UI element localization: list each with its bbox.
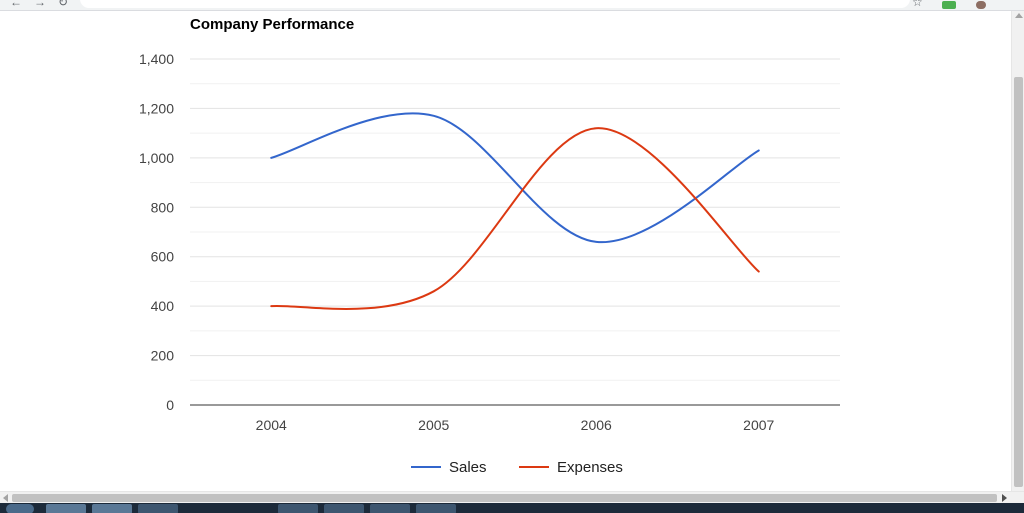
y-tick-label: 200 — [151, 348, 175, 364]
line-chart: Company Performance 0 200 400 600 800 1,000 1,… — [139, 16, 840, 476]
legend-label-expenses[interactable]: Expenses — [557, 459, 623, 476]
series-lines — [270, 112, 760, 310]
y-tick-label: 1,200 — [139, 100, 174, 116]
taskbar-app-button[interactable] — [370, 504, 410, 513]
browser-toolbar: ← → ↻ ☆ — [0, 0, 1024, 11]
y-tick-label: 400 — [151, 298, 175, 314]
horizontal-scrollbar[interactable] — [0, 491, 1024, 504]
series-line-sales[interactable] — [270, 112, 760, 243]
reload-icon[interactable]: ↻ — [58, 0, 69, 9]
series-line-expenses[interactable] — [270, 127, 760, 310]
legend-label-sales[interactable]: Sales — [449, 459, 487, 476]
chart-title: Company Performance — [190, 16, 354, 33]
y-tick-label: 1,000 — [139, 150, 174, 166]
y-axis-ticks: 0 200 400 600 800 1,000 1,200 1,400 — [139, 51, 174, 413]
extension-icon[interactable] — [942, 1, 956, 9]
y-tick-label: 0 — [166, 397, 174, 413]
taskbar-app-button[interactable] — [278, 504, 318, 513]
y-tick-label: 600 — [151, 249, 175, 265]
bookmark-star-icon[interactable]: ☆ — [912, 0, 923, 9]
taskbar-app-button[interactable] — [92, 504, 132, 513]
horizontal-scroll-thumb[interactable] — [12, 494, 997, 502]
gridlines — [190, 58, 840, 406]
scroll-up-icon[interactable] — [1015, 13, 1023, 18]
taskbar-app-button[interactable] — [324, 504, 364, 513]
taskbar-app-button[interactable] — [138, 504, 178, 513]
profile-avatar-icon[interactable] — [976, 1, 986, 9]
x-tick-label: 2005 — [418, 417, 449, 433]
y-tick-label: 800 — [151, 199, 175, 215]
x-tick-label: 2007 — [743, 417, 774, 433]
y-tick-label: 1,400 — [139, 51, 174, 67]
taskbar-app-button[interactable] — [416, 504, 456, 513]
start-button-icon[interactable] — [6, 504, 34, 513]
back-icon[interactable]: ← — [10, 0, 22, 9]
x-axis-ticks: 2004 2005 2006 2007 — [256, 417, 775, 433]
vertical-scroll-thumb[interactable] — [1014, 77, 1023, 487]
scroll-left-icon[interactable] — [3, 494, 8, 502]
legend: Sales Expenses — [411, 459, 623, 476]
forward-icon[interactable]: → — [34, 0, 46, 9]
taskbar — [0, 503, 1024, 513]
address-bar[interactable] — [80, 0, 910, 8]
vertical-scrollbar[interactable] — [1011, 11, 1024, 491]
taskbar-app-button[interactable] — [46, 504, 86, 513]
scroll-right-icon[interactable] — [1002, 494, 1007, 502]
page-viewport: Company Performance 0 200 400 600 800 1,000 1,… — [0, 11, 1011, 491]
x-tick-label: 2006 — [581, 417, 612, 433]
x-tick-label: 2004 — [256, 417, 287, 433]
